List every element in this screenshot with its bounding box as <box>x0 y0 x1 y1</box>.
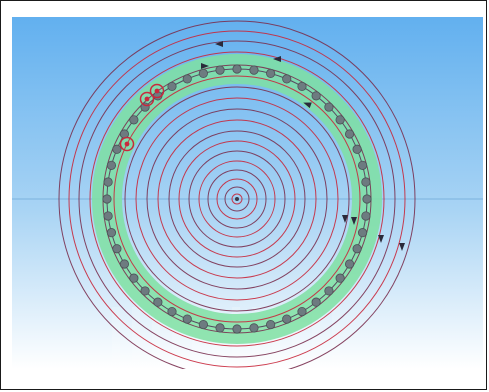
field-line-circle <box>224 186 250 212</box>
ring-node <box>361 211 371 221</box>
ring-node <box>119 259 130 269</box>
ring-node <box>129 273 139 283</box>
ring-node <box>311 297 321 307</box>
background-stripe <box>132 307 140 369</box>
field-line-circle <box>168 130 306 268</box>
center-marker <box>235 197 239 201</box>
ring-node <box>129 115 139 125</box>
field-line-circle <box>157 119 317 279</box>
ring-node <box>344 259 355 269</box>
field-line-circle <box>198 160 276 238</box>
field-arrow <box>342 215 348 223</box>
ring-node <box>324 286 334 296</box>
current-marker <box>119 136 135 152</box>
ring-node <box>335 273 345 283</box>
ring-node <box>106 160 117 170</box>
ring-node <box>311 91 321 101</box>
ring-node <box>266 68 276 79</box>
field-line-circle <box>113 75 361 323</box>
ring-node <box>103 211 113 221</box>
field-arrow <box>378 235 384 243</box>
ring-node <box>249 65 259 75</box>
ring-node <box>112 144 122 154</box>
ring-node <box>282 74 292 84</box>
ring-node <box>215 65 225 75</box>
field-line-circle <box>188 150 286 248</box>
field-arrow <box>273 56 281 62</box>
background-stripe <box>332 307 340 369</box>
ring-node <box>297 81 307 92</box>
field-line-circle <box>135 97 339 301</box>
field-line-circle <box>216 178 258 220</box>
ring-node <box>324 102 334 112</box>
field-arrow <box>215 41 223 47</box>
field-line-circle <box>178 140 296 258</box>
field-line-circle <box>146 108 328 290</box>
current-marker <box>139 91 155 107</box>
current-dot <box>124 141 130 147</box>
ring-node <box>182 314 192 324</box>
ring-node <box>102 194 112 204</box>
field-arrow <box>201 63 209 69</box>
field-line-circle <box>124 86 350 312</box>
ring-node <box>232 64 242 74</box>
ring-node <box>167 81 177 92</box>
ring-node <box>362 194 372 204</box>
ring-node <box>103 177 113 187</box>
field-line-circle <box>78 40 396 358</box>
ring-node <box>182 74 192 84</box>
ring-node <box>198 319 208 330</box>
background-stripe <box>152 307 160 369</box>
ring-node <box>106 228 117 238</box>
background-stripe <box>292 307 300 369</box>
current-dot <box>154 88 160 94</box>
background-stripe <box>312 307 320 369</box>
current-marker <box>149 83 165 99</box>
ring-node <box>167 306 177 317</box>
ring-node <box>297 306 307 317</box>
simulation-viewport <box>12 17 483 369</box>
ring-node <box>357 228 368 238</box>
ring-node <box>352 244 362 254</box>
ring-node <box>282 314 292 324</box>
field-line-circle <box>58 20 416 369</box>
background-stripe <box>112 307 120 369</box>
simulation-canvas <box>12 17 483 369</box>
field-line-circle <box>68 30 406 368</box>
ring-node <box>112 244 122 254</box>
ring-node <box>232 324 242 334</box>
field-arrow <box>351 217 357 225</box>
background-stripe <box>172 307 180 369</box>
ring-node <box>198 68 208 79</box>
ring-node <box>153 297 163 307</box>
ring-node <box>215 323 225 333</box>
ring-node <box>266 319 276 330</box>
ring-node <box>352 144 362 154</box>
field-arrow <box>303 102 312 109</box>
ring-node <box>344 129 355 139</box>
current-dot <box>144 96 150 102</box>
field-line-circle <box>231 193 243 205</box>
ring-node <box>357 160 368 170</box>
field-line-circle <box>89 51 385 347</box>
ring-node <box>335 115 345 125</box>
ring-node <box>249 323 259 333</box>
ring-node <box>361 177 371 187</box>
field-arrow <box>399 243 405 251</box>
field-line-circle <box>207 169 267 229</box>
ring-node <box>140 286 150 296</box>
